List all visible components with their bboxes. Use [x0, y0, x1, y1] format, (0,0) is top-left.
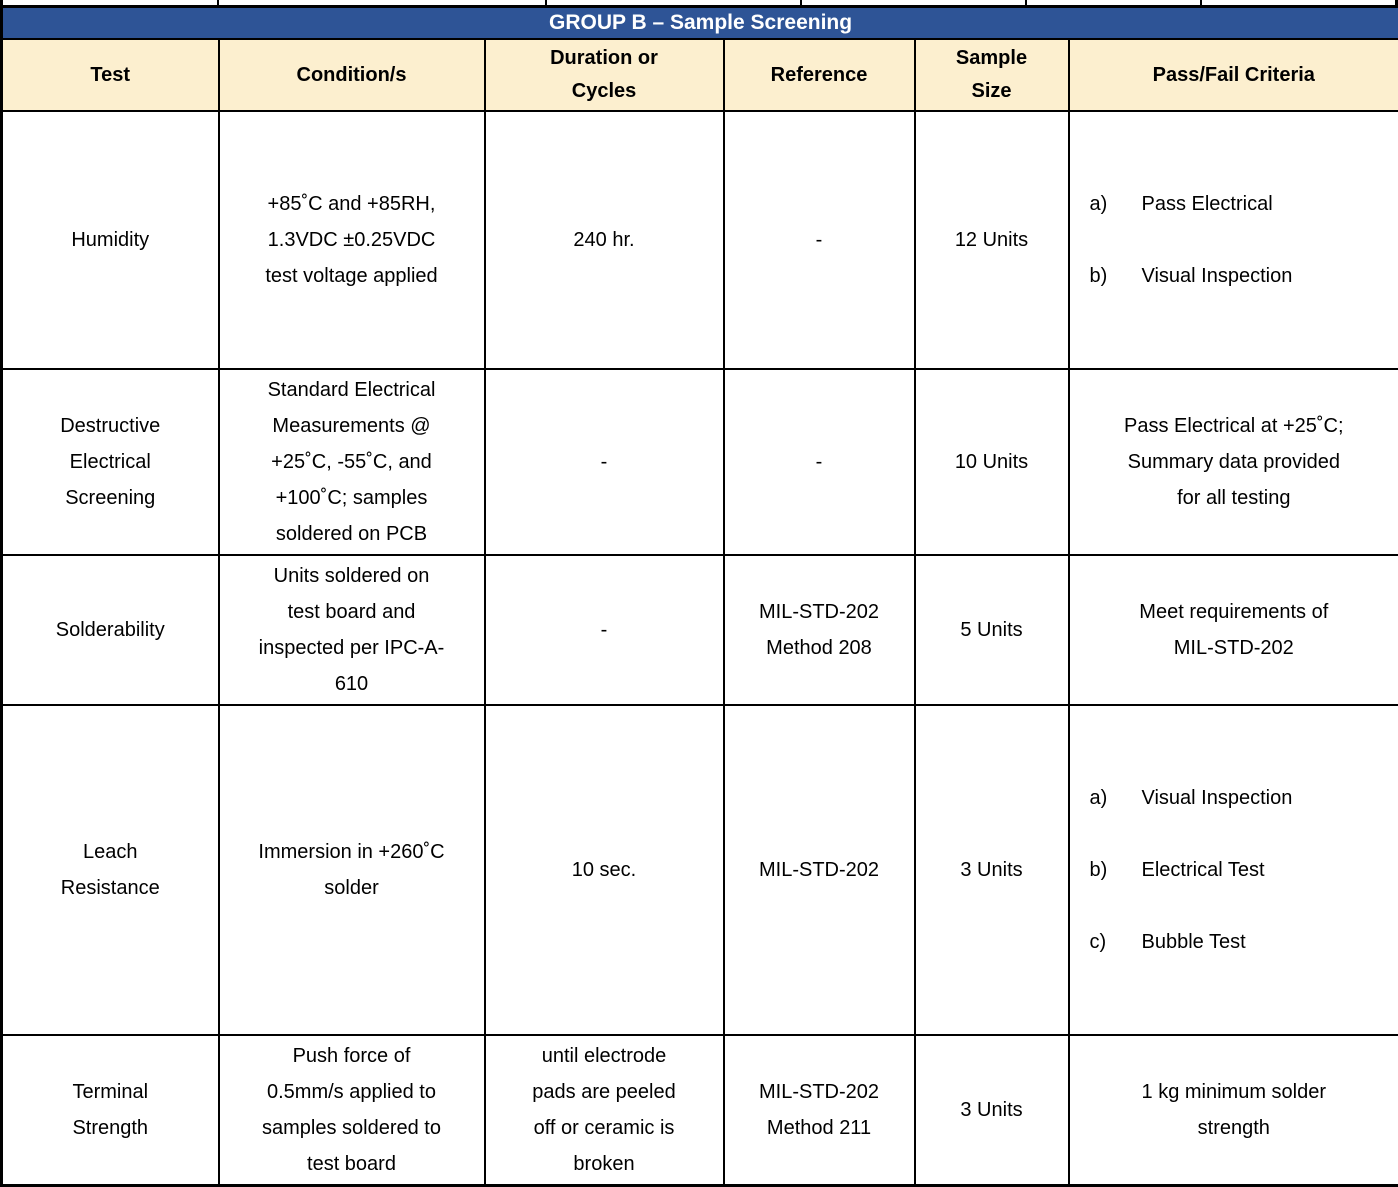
group-b-table: GROUP B – Sample Screening Test Conditio…	[0, 5, 1398, 1187]
pass-fail-item: c)Bubble Test	[1090, 924, 1395, 960]
list-text: Bubble Test	[1142, 931, 1246, 953]
row-solderability: Solderability Units soldered on test boa…	[2, 555, 1398, 705]
list-marker: b)	[1090, 852, 1142, 888]
cell-pass-fail: Meet requirements of MIL-STD-202	[1069, 555, 1398, 705]
list-text: Visual Inspection	[1142, 787, 1293, 809]
row-leach-resistance: Leach Resistance Immersion in +260˚C sol…	[2, 705, 1398, 1035]
border-fragment	[1025, 0, 1027, 5]
pass-fail-item: a)Visual Inspection	[1090, 780, 1395, 816]
cell-pass-fail: 1 kg minimum solder strength	[1069, 1035, 1398, 1186]
cell-condition: +85˚C and +85RH, 1.3VDC ±0.25VDC test vo…	[219, 111, 485, 369]
pass-fail-item: b)Electrical Test	[1090, 852, 1395, 888]
column-header-reference: Reference	[724, 39, 915, 111]
cell-test: Humidity	[2, 111, 219, 369]
list-marker: b)	[1090, 258, 1142, 294]
cell-sample-size: 3 Units	[915, 1035, 1069, 1186]
column-header-pass-fail: Pass/Fail Criteria	[1069, 39, 1398, 111]
cell-duration: -	[485, 555, 724, 705]
cell-sample-size: 10 Units	[915, 369, 1069, 555]
border-fragment	[545, 0, 547, 5]
list-text: Pass Electrical	[1142, 193, 1273, 215]
pass-fail-list: a)Pass Electrical b)Visual Inspection	[1074, 150, 1395, 330]
cell-sample-size: 3 Units	[915, 705, 1069, 1035]
pass-fail-list: a)Visual Inspection b)Electrical Test c)…	[1074, 744, 1395, 996]
border-fragment	[0, 0, 3, 5]
cell-test: Solderability	[2, 555, 219, 705]
cell-reference: -	[724, 111, 915, 369]
cell-duration: -	[485, 369, 724, 555]
list-marker: a)	[1090, 780, 1142, 816]
cell-test: Leach Resistance	[2, 705, 219, 1035]
cell-duration: 240 hr.	[485, 111, 724, 369]
column-header-test: Test	[2, 39, 219, 111]
column-header-duration: Duration or Cycles	[485, 39, 724, 111]
cell-reference: MIL-STD-202 Method 211	[724, 1035, 915, 1186]
table-title: GROUP B – Sample Screening	[2, 7, 1398, 40]
row-terminal-strength: Terminal Strength Push force of 0.5mm/s …	[2, 1035, 1398, 1186]
pass-fail-item: a)Pass Electrical	[1090, 186, 1395, 222]
cell-condition: Standard Electrical Measurements @ +25˚C…	[219, 369, 485, 555]
cell-sample-size: 12 Units	[915, 111, 1069, 369]
cell-duration: 10 sec.	[485, 705, 724, 1035]
cell-test: Destructive Electrical Screening	[2, 369, 219, 555]
cell-reference: MIL-STD-202 Method 208	[724, 555, 915, 705]
cell-reference: MIL-STD-202	[724, 705, 915, 1035]
column-header-condition: Condition/s	[219, 39, 485, 111]
cell-condition: Immersion in +260˚C solder	[219, 705, 485, 1035]
border-fragment	[800, 0, 802, 5]
column-header-sample-size: Sample Size	[915, 39, 1069, 111]
previous-table-edge	[0, 0, 1398, 5]
cell-duration: until electrode pads are peeled off or c…	[485, 1035, 724, 1186]
cell-test: Terminal Strength	[2, 1035, 219, 1186]
row-destructive-electrical-screening: Destructive Electrical Screening Standar…	[2, 369, 1398, 555]
table-header-row: Test Condition/s Duration or Cycles Refe…	[2, 39, 1398, 111]
cell-pass-fail: Pass Electrical at +25˚C; Summary data p…	[1069, 369, 1398, 555]
list-marker: c)	[1090, 924, 1142, 960]
cell-pass-fail: a)Pass Electrical b)Visual Inspection	[1069, 111, 1398, 369]
list-marker: a)	[1090, 186, 1142, 222]
list-text: Electrical Test	[1142, 859, 1265, 881]
cell-condition: Push force of 0.5mm/s applied to samples…	[219, 1035, 485, 1186]
cell-reference: -	[724, 369, 915, 555]
table-title-row: GROUP B – Sample Screening	[2, 7, 1398, 40]
row-humidity: Humidity +85˚C and +85RH, 1.3VDC ±0.25VD…	[2, 111, 1398, 369]
cell-pass-fail: a)Visual Inspection b)Electrical Test c)…	[1069, 705, 1398, 1035]
cell-condition: Units soldered on test board and inspect…	[219, 555, 485, 705]
border-fragment	[217, 0, 219, 5]
cell-sample-size: 5 Units	[915, 555, 1069, 705]
border-fragment	[1200, 0, 1202, 5]
pass-fail-item: b)Visual Inspection	[1090, 258, 1395, 294]
list-text: Visual Inspection	[1142, 265, 1293, 287]
